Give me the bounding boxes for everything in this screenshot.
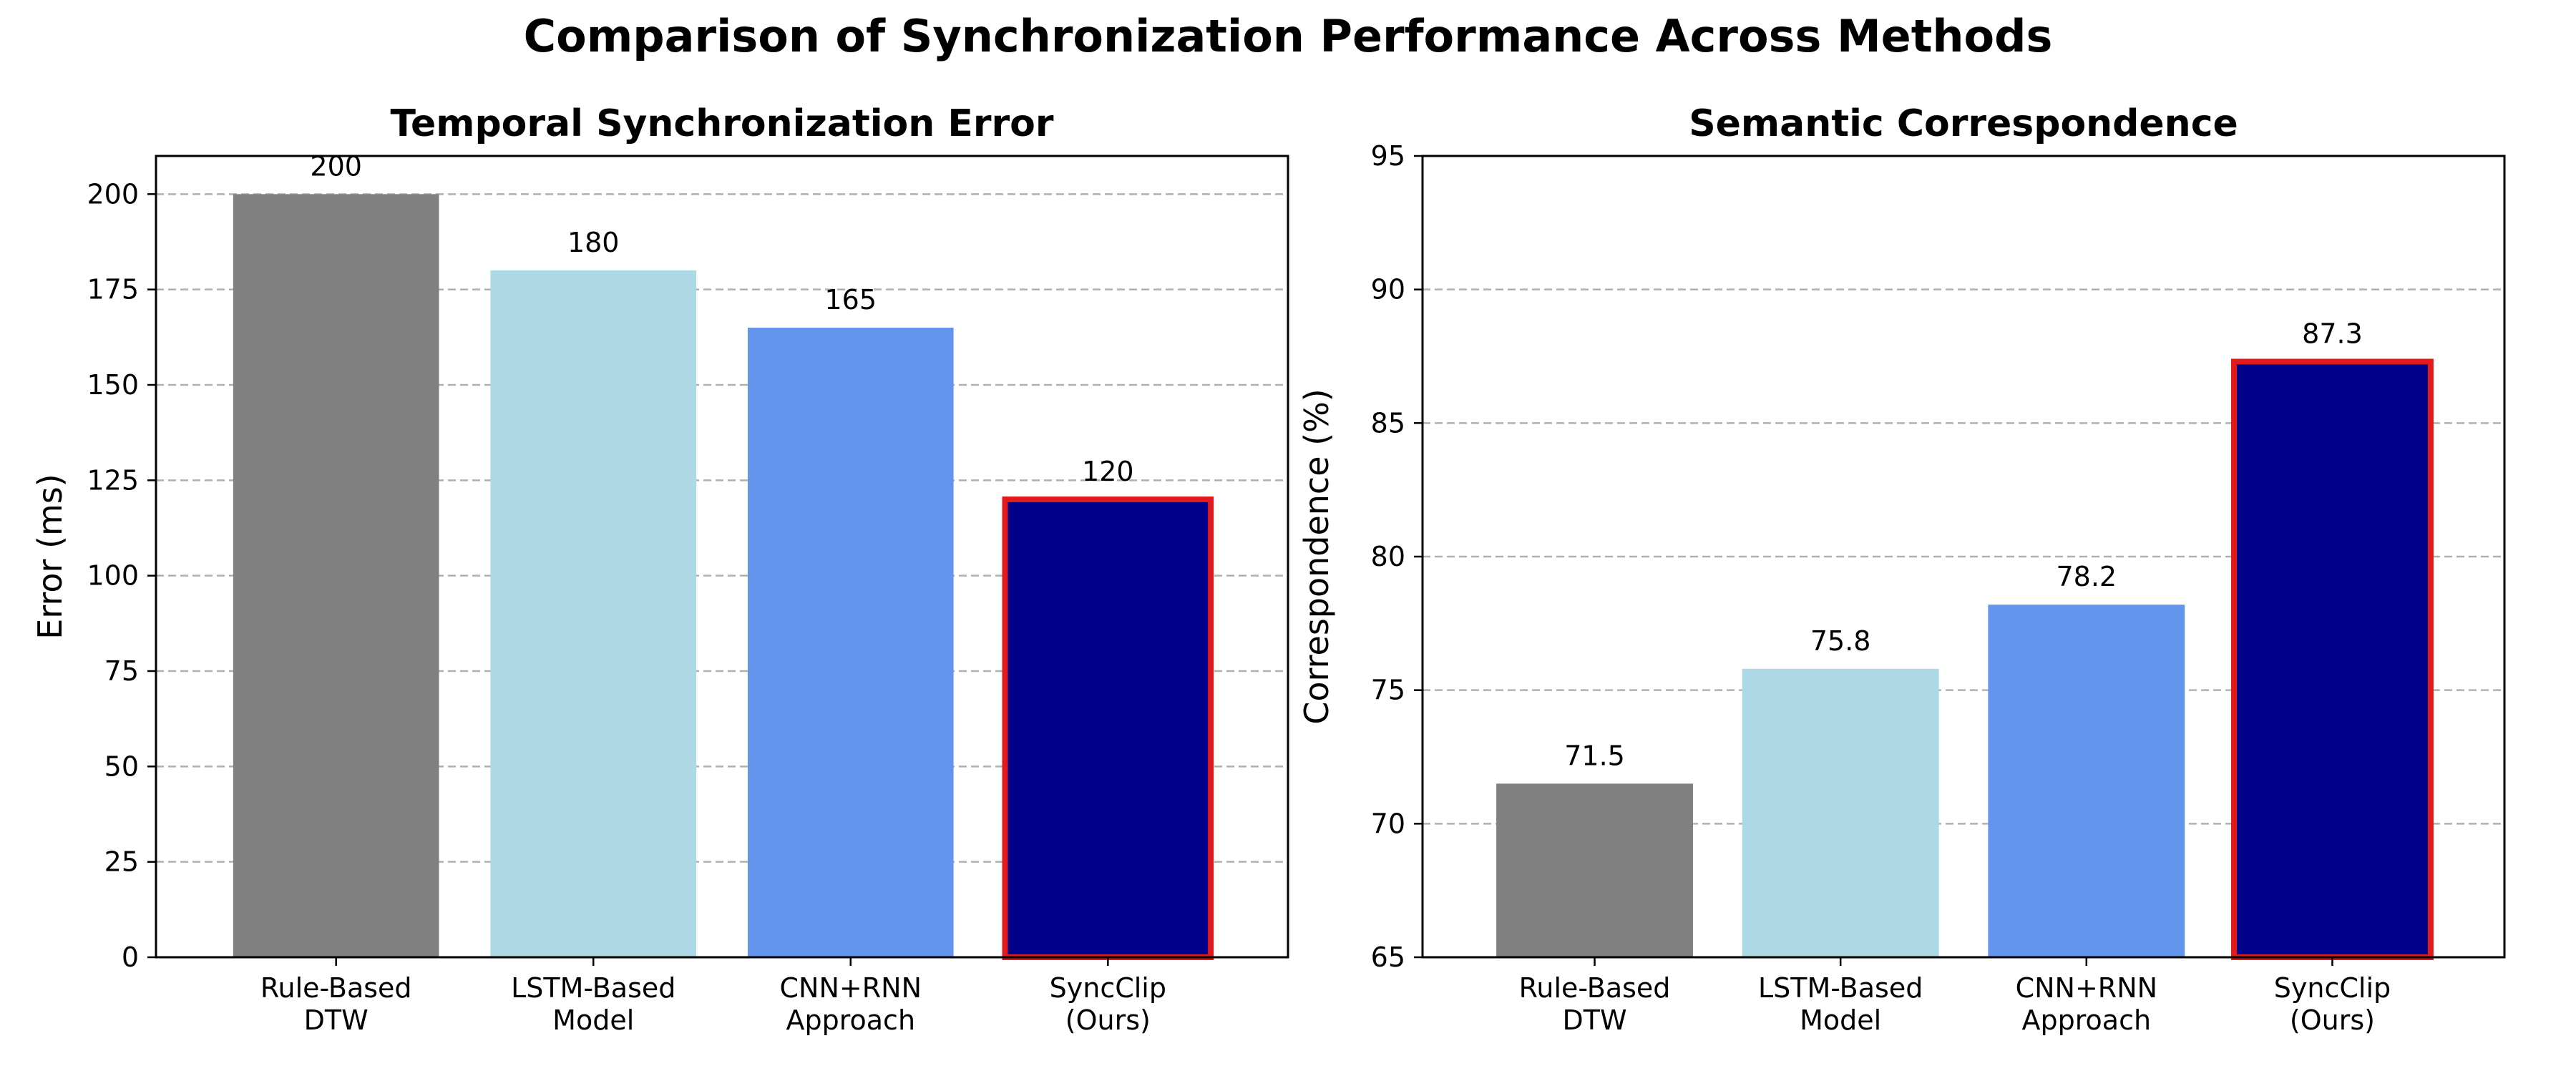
x-tick-label: LSTM-Based Model (1758, 972, 1923, 1036)
bar (747, 328, 954, 957)
y-tick-label: 200 (87, 178, 139, 210)
data-label: 75.8 (1810, 625, 1871, 657)
x-tick-label: SyncClip (Ours) (1050, 972, 1166, 1036)
axes-frame (155, 155, 1289, 959)
y-tick-label: 100 (87, 560, 139, 592)
y-tick-label: 85 (1371, 407, 1405, 439)
y-tick-label: 90 (1371, 274, 1405, 305)
chart-title: Temporal Synchronization Error (390, 102, 1053, 145)
bar (2231, 358, 2434, 960)
y-tick-label: 80 (1371, 541, 1405, 572)
chart-title: Semantic Correspondence (1689, 102, 2238, 145)
data-label: 180 (567, 227, 620, 258)
data-label: 120 (1082, 456, 1134, 487)
y-tick-label: 0 (122, 942, 139, 973)
y-tick-label: 70 (1371, 808, 1405, 839)
chart-temporal: Temporal Synchronization Error 200 Rule-Ba… (31, 102, 1289, 1036)
x-tick-label: Rule-Based DTW (260, 972, 412, 1036)
y-tick-label: 125 (87, 464, 139, 496)
x-tick-label: SyncClip (Ours) (2274, 972, 2391, 1036)
data-label: 78.2 (2057, 561, 2117, 592)
data-label: 71.5 (1564, 740, 1625, 771)
figure-title: Comparison of Synchronization Performanc… (523, 10, 2053, 62)
bar (490, 270, 697, 957)
data-label: 87.3 (2302, 318, 2363, 349)
y-tick-label: 65 (1371, 942, 1405, 973)
x-tick-label: LSTM-Based Model (511, 972, 675, 1036)
x-tick-label: Rule-Based DTW (1519, 972, 1671, 1036)
y-tick-label: 75 (104, 655, 139, 687)
y-axis-label: Correspondence (%) (1297, 388, 1336, 725)
bar (1002, 497, 1214, 960)
y-tick-label: 150 (87, 369, 139, 401)
x-tick-label: CNN+RNN Approach (2016, 972, 2157, 1036)
bar (233, 194, 439, 957)
y-axis-label: Error (ms) (31, 474, 69, 639)
y-tick-label: 25 (104, 846, 139, 878)
y-tick-label: 95 (1371, 140, 1405, 172)
y-tick-label: 75 (1371, 675, 1405, 706)
bar (1742, 668, 1939, 957)
data-label: 165 (825, 284, 877, 316)
bar (1496, 783, 1693, 957)
bar (1988, 605, 2185, 957)
y-tick-label: 175 (87, 274, 139, 305)
x-tick-label: CNN+RNN Approach (780, 972, 922, 1036)
chart-semantic: Semantic Correspondence 71.5 Rule-Based DTW… (1297, 102, 2506, 1036)
y-tick-label: 50 (104, 750, 139, 782)
axes-frame (1421, 155, 2506, 959)
